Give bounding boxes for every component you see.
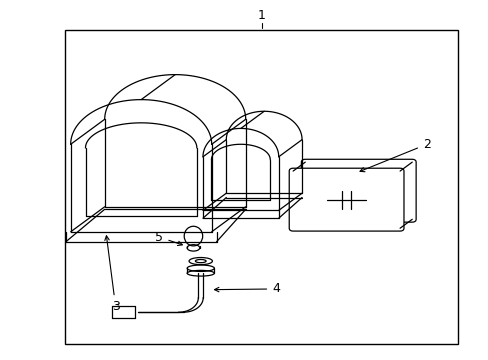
FancyBboxPatch shape: [288, 168, 403, 231]
Text: 1: 1: [257, 9, 265, 22]
Bar: [64, 30, 458, 344]
Text: 5: 5: [155, 231, 182, 246]
Text: 3: 3: [104, 236, 120, 313]
Text: 4: 4: [214, 283, 280, 296]
Text: 2: 2: [359, 138, 430, 172]
